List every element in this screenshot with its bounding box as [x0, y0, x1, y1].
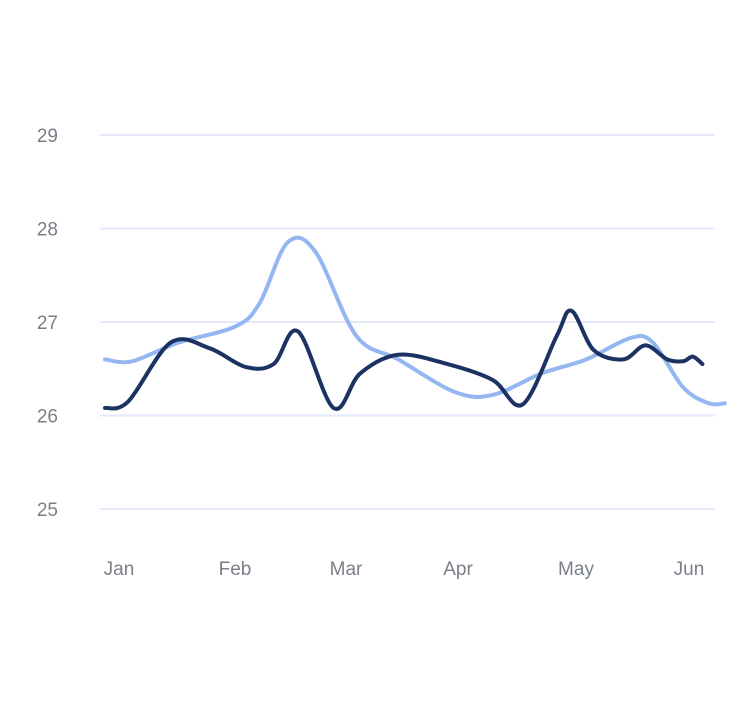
- x-tick-label: Feb: [219, 559, 252, 580]
- y-tick-label: 26: [37, 407, 58, 428]
- y-tick-label: 29: [37, 126, 58, 147]
- y-tick-label: 27: [37, 313, 58, 334]
- x-tick-label: May: [558, 559, 594, 580]
- x-axis-tick-labels: Jan Feb Mar Apr May Jun: [104, 559, 705, 580]
- x-tick-label: Jun: [674, 559, 705, 580]
- series-line-1: [103, 235, 727, 407]
- y-axis-tick-labels: 25 26 27 28 29: [37, 126, 58, 521]
- x-tick-label: Mar: [330, 559, 363, 580]
- series-lines: [103, 235, 727, 411]
- series-line-2: [103, 308, 705, 411]
- grid-lines: [100, 134, 715, 510]
- y-tick-label: 25: [37, 500, 58, 521]
- x-tick-label: Apr: [443, 559, 473, 580]
- x-tick-label: Jan: [104, 559, 135, 580]
- y-tick-label: 28: [37, 220, 58, 241]
